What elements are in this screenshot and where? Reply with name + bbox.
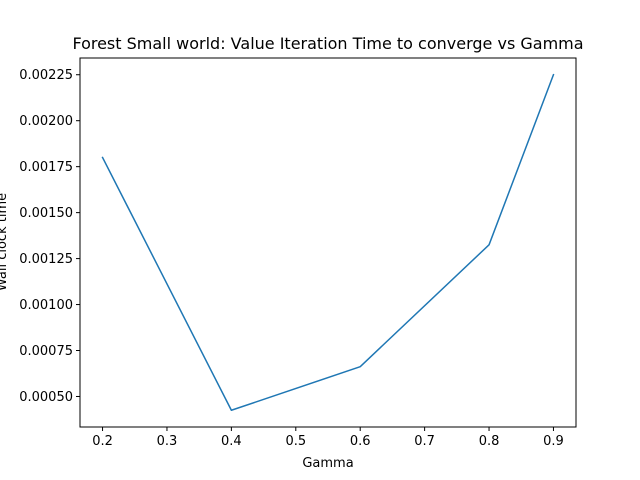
y-tick-label: 0.00075 (19, 344, 73, 359)
y-tick-label: 0.00175 (19, 160, 73, 175)
y-tick-label: 0.00150 (19, 206, 73, 221)
y-tick-label: 0.00225 (19, 68, 73, 83)
x-axis-label: Gamma (302, 456, 353, 471)
y-tick-label: 0.00125 (19, 252, 73, 267)
plot-area-frame (79, 57, 577, 428)
x-tick-label: 0.5 (285, 434, 306, 449)
x-tick-label: 0.2 (92, 434, 113, 449)
y-axis-label: Wall clock time (0, 193, 10, 291)
x-tick-label: 0.6 (350, 434, 371, 449)
series-line (101, 73, 555, 412)
y-tick-label: 0.00200 (19, 114, 73, 129)
x-tick-label: 0.7 (414, 434, 435, 449)
x-tick-label: 0.4 (221, 434, 242, 449)
x-tick-label: 0.9 (543, 434, 564, 449)
y-axis: 0.00050 0.00075 0.00100 0.00125 0.00150 0.001… (19, 68, 80, 405)
y-tick-label: 0.00100 (19, 298, 73, 313)
x-tick-label: 0.8 (479, 434, 500, 449)
y-tick-label: 0.00050 (19, 390, 73, 405)
x-axis: 0.2 0.3 0.4 0.5 0.6 0.7 0.8 0.9 (92, 427, 564, 449)
chart-title: Forest Small world: Value Iteration Time… (72, 34, 583, 53)
x-tick-label: 0.3 (157, 434, 178, 449)
